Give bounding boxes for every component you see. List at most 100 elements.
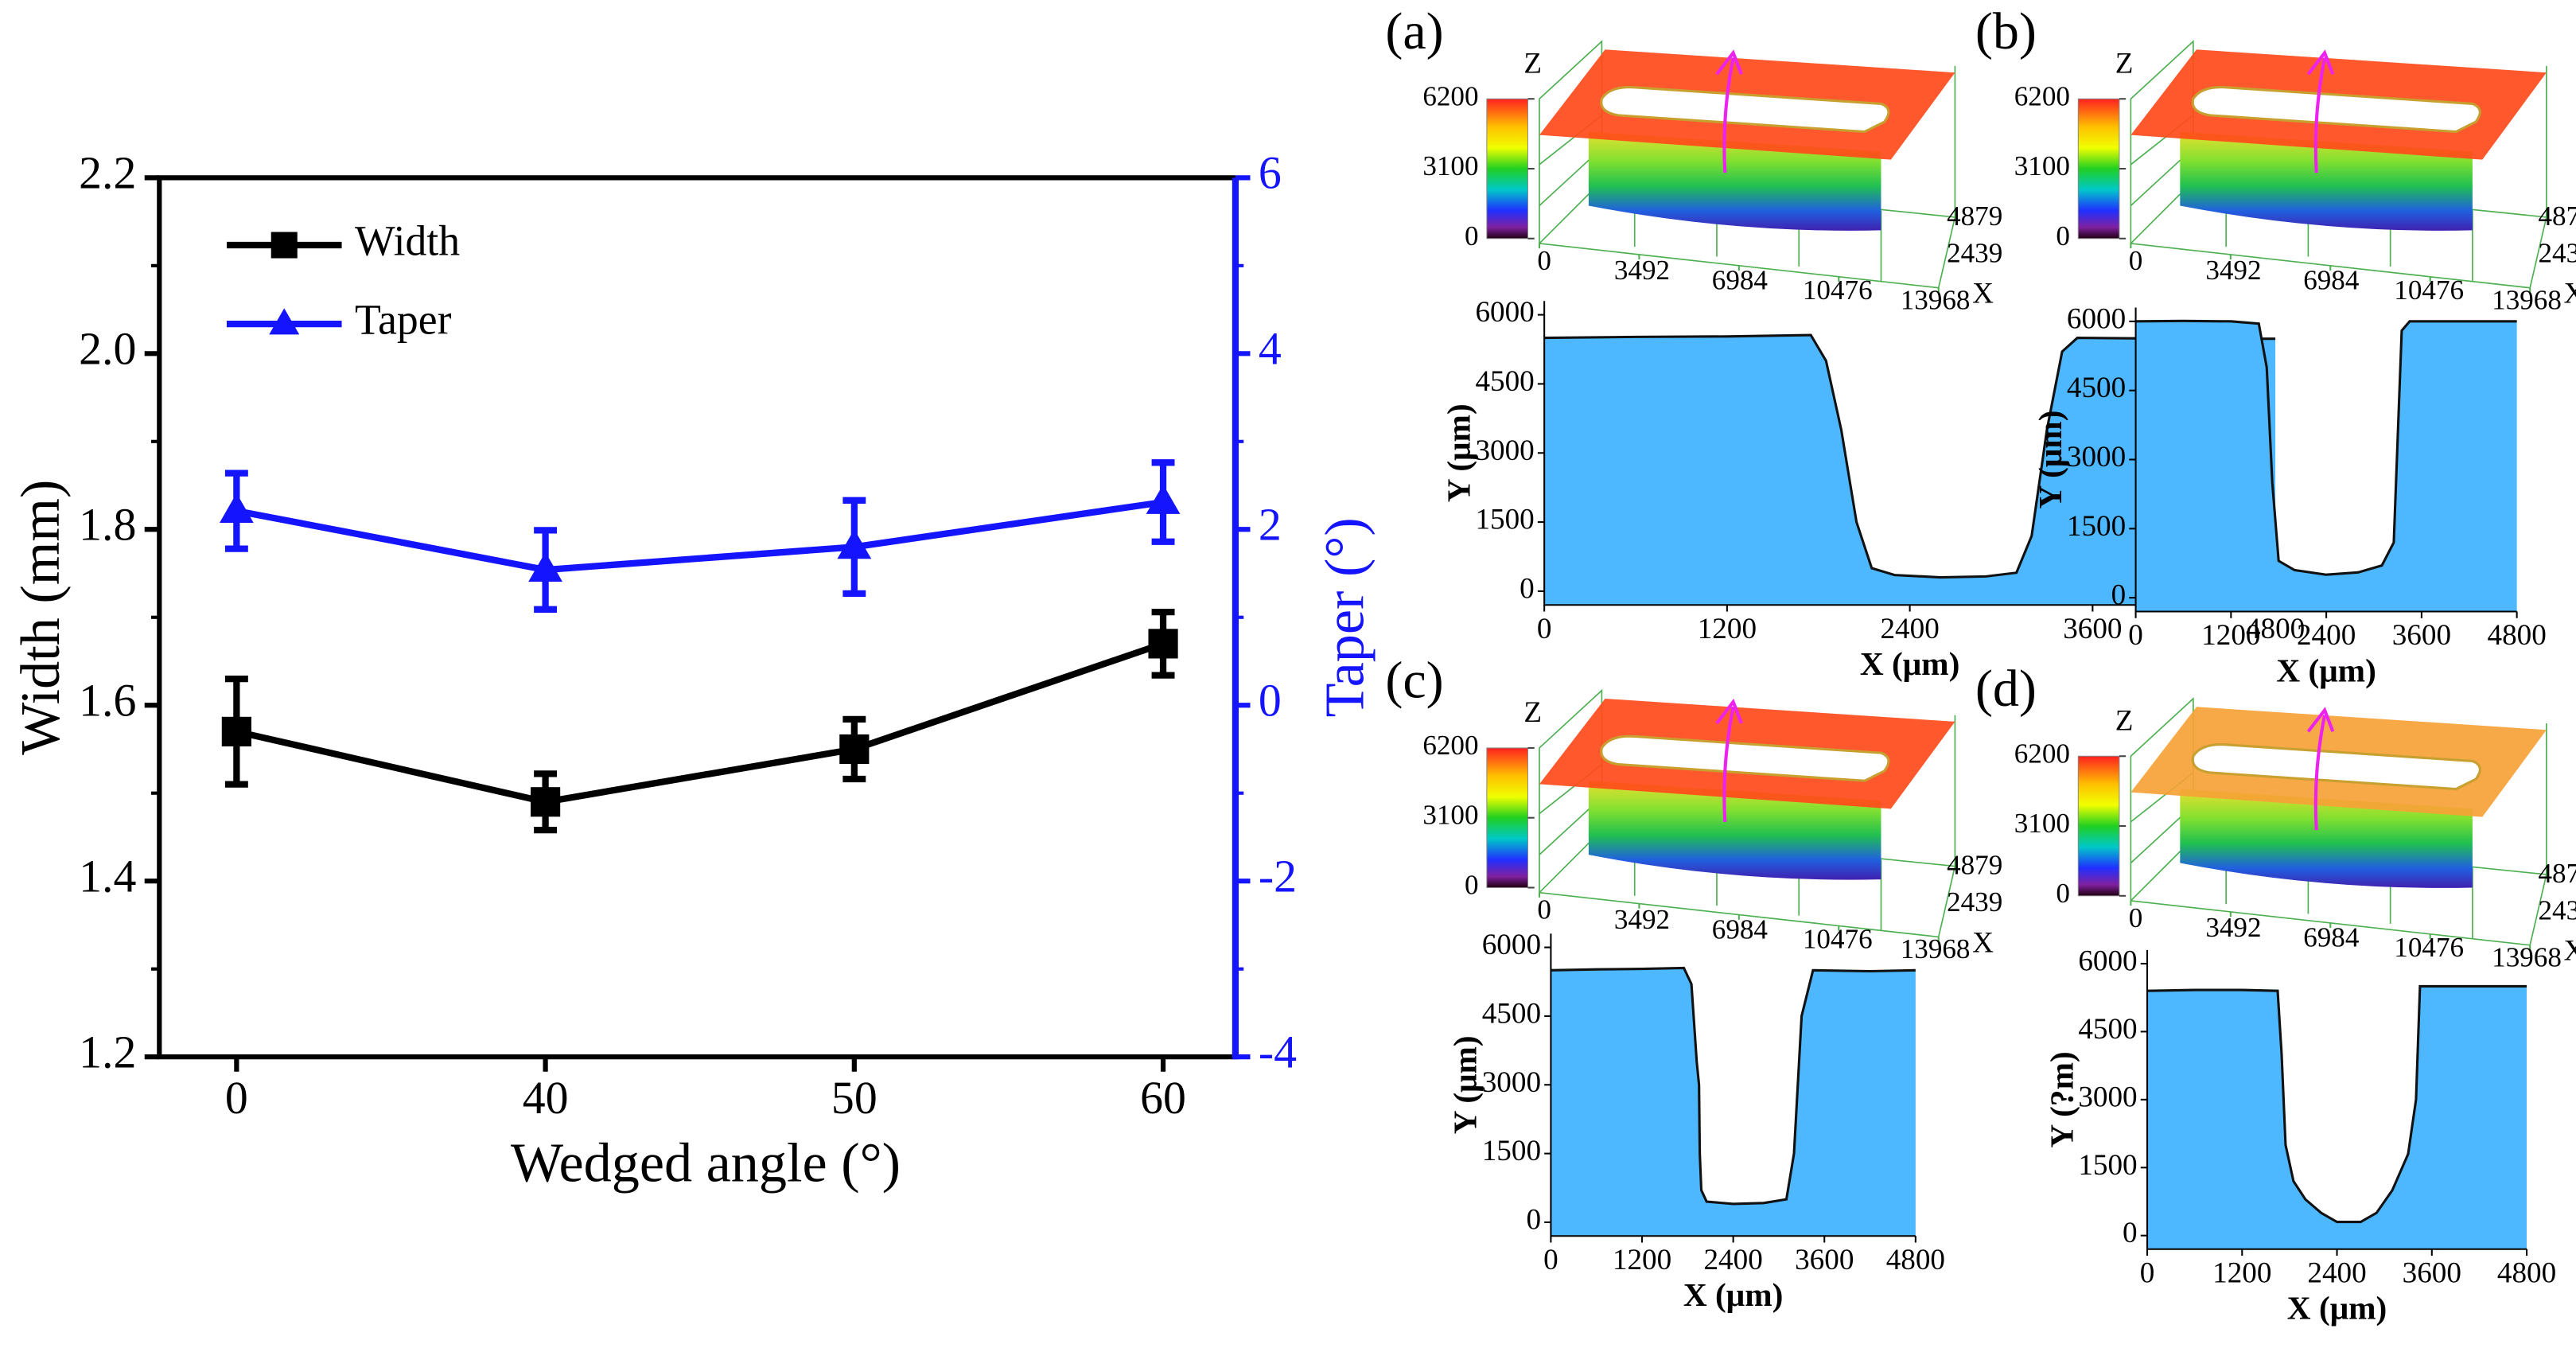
colorbar-tick-label: 0 — [2056, 220, 2070, 251]
surface-x-label: X — [2564, 278, 2576, 310]
top-plane — [2130, 49, 2547, 160]
y-tick-label: 1.4 — [79, 850, 136, 902]
y-tick-label: 1500 — [2067, 510, 2126, 543]
panel-label: (c) — [1385, 652, 1443, 710]
x-tick-label: 0 — [225, 1072, 248, 1124]
surface-y-tick-label: 4879 — [1947, 850, 2002, 881]
x-tick-label: 2400 — [1880, 613, 1939, 645]
y-tick-label: 1500 — [1475, 504, 1534, 536]
x-tick-label: 0 — [1543, 1244, 1558, 1276]
colorbar-tick-label: 6200 — [1422, 80, 1478, 111]
top-plane-rim — [2191, 743, 2481, 791]
legend-marker — [270, 232, 298, 259]
series-line — [235, 640, 1165, 805]
box-grid — [1539, 688, 1956, 938]
y-tick-label: 3000 — [2067, 441, 2126, 473]
surface-x-tick-label: 3492 — [1614, 904, 1670, 935]
colorbar-tick-label: 6200 — [2014, 80, 2070, 111]
surface-x-tick-label: 3492 — [2205, 255, 2261, 286]
y2-axis-label: Taper (°) — [1314, 517, 1376, 717]
section-arrow — [2306, 707, 2335, 831]
marker — [531, 787, 561, 817]
colorbar-tick-label: 6200 — [1422, 730, 1478, 761]
panel-label: (b) — [1975, 2, 2037, 60]
box-grid — [1539, 40, 1956, 289]
y-tick-label: 3000 — [1475, 434, 1534, 467]
section-arrow — [2306, 49, 2335, 173]
trough — [2180, 131, 2473, 231]
top-plane — [2130, 707, 2547, 817]
top-plane — [1539, 698, 1955, 809]
surface-y-tick-label: 2439 — [1947, 238, 2002, 269]
colorbar-tick-label: 3100 — [1422, 800, 1478, 831]
y-tick-label: 0 — [2111, 579, 2127, 612]
surface-x-tick-label: 6984 — [1712, 914, 1768, 945]
profile-line — [2146, 984, 2527, 1224]
profile-line — [1544, 333, 2276, 579]
profile-fill — [1551, 968, 1916, 1237]
surface-x-tick-label: 3492 — [1614, 255, 1670, 286]
marker — [219, 493, 254, 523]
trough — [1588, 131, 1881, 231]
surface-x-tick-label: 0 — [1537, 894, 1551, 925]
surface-x-tick-label: 10476 — [1803, 275, 1873, 306]
x-tick-label: 0 — [2128, 619, 2143, 652]
legend-marker — [269, 308, 300, 335]
box-grid — [2130, 697, 2547, 946]
top-plane-rim — [2191, 86, 2481, 134]
colorbar-tick-label: 0 — [2056, 878, 2070, 909]
x-axis-label: X (μm) — [1860, 645, 1959, 683]
y-tick-label: 1500 — [2078, 1149, 2137, 1182]
z-label: Z — [1523, 696, 1542, 729]
marker — [839, 734, 870, 765]
x-tick-label: 3600 — [2392, 619, 2451, 652]
y-tick-label: 0 — [1526, 1204, 1541, 1237]
y2-tick-label: 0 — [1259, 675, 1282, 727]
y-tick-label: 3000 — [1482, 1066, 1541, 1099]
colorbar-tick-label: 3100 — [2014, 808, 2070, 839]
x-axis-label: X (μm) — [2287, 1290, 2387, 1327]
profile-fill — [1544, 335, 2276, 606]
surface-y-tick-label: 4879 — [1947, 201, 2002, 232]
x-tick-label: 0 — [2140, 1256, 2155, 1289]
y-tick-label: 6000 — [2078, 945, 2137, 978]
y-tick-label: 1.2 — [79, 1026, 136, 1077]
y-axis-label: Y (?m) — [2043, 1051, 2080, 1147]
surface-x-tick-label: 0 — [1537, 245, 1551, 276]
y-tick-label: 6000 — [1482, 929, 1541, 961]
y2-tick-label: 4 — [1259, 323, 1282, 375]
surface-y-tick-label: 2439 — [2539, 238, 2576, 269]
x-tick-label: 60 — [1140, 1072, 1186, 1124]
legend-label: Taper — [355, 295, 452, 343]
surface-x-tick-label: 13968 — [1901, 933, 1971, 964]
y-tick-label: 2.0 — [79, 323, 136, 375]
surface-x-tick-label: 13968 — [2492, 284, 2562, 315]
y-axis-label: Width (mm) — [10, 480, 72, 755]
colorbar-tick-label: 3100 — [1422, 150, 1478, 181]
marker — [1146, 484, 1181, 514]
panel-label: (d) — [1975, 660, 2037, 718]
colorbar — [2077, 98, 2120, 240]
top-plane-rim — [1600, 86, 1890, 134]
y-tick-label: 1500 — [1482, 1135, 1541, 1167]
y2-tick-label: 2 — [1259, 499, 1282, 551]
y-tick-label: 6000 — [2067, 302, 2126, 335]
surface-x-label: X — [1972, 926, 1994, 959]
x-tick-label: 50 — [831, 1072, 877, 1124]
colorbar-tick-label: 0 — [1465, 220, 1479, 251]
section-arrow — [1715, 49, 1743, 173]
x-tick-label: 2400 — [1703, 1244, 1762, 1276]
surface-x-tick-label: 0 — [2129, 902, 2143, 933]
y-tick-label: 4500 — [2067, 372, 2126, 404]
colorbar — [2077, 755, 2120, 897]
x-tick-label: 1200 — [1613, 1244, 1671, 1276]
x-tick-label: 4800 — [2246, 613, 2305, 645]
x-tick-label: 4800 — [2488, 619, 2547, 652]
surface-y-tick-label: 4879 — [2539, 858, 2576, 889]
panel-label: (a) — [1385, 2, 1443, 60]
surface-x-label: X — [2564, 935, 2576, 968]
z-label: Z — [2115, 704, 2134, 737]
